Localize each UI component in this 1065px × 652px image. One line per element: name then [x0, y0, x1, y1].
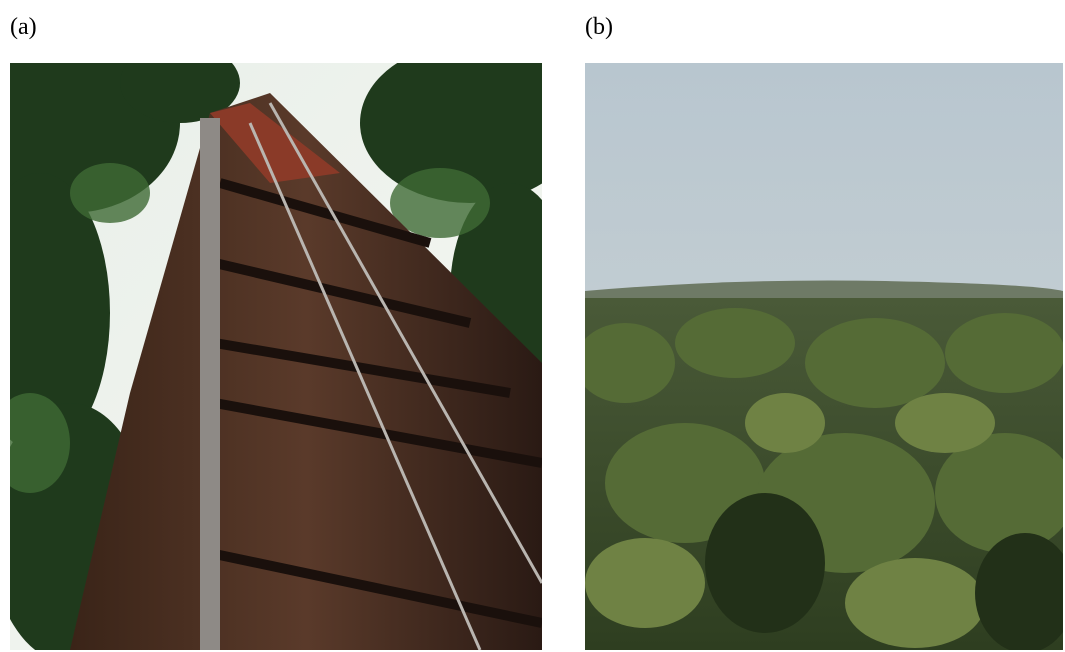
panel-label: (a) [10, 14, 37, 40]
panel-label: (b) [585, 14, 613, 40]
tower-photo [10, 63, 542, 650]
forest-photo [585, 63, 1063, 650]
